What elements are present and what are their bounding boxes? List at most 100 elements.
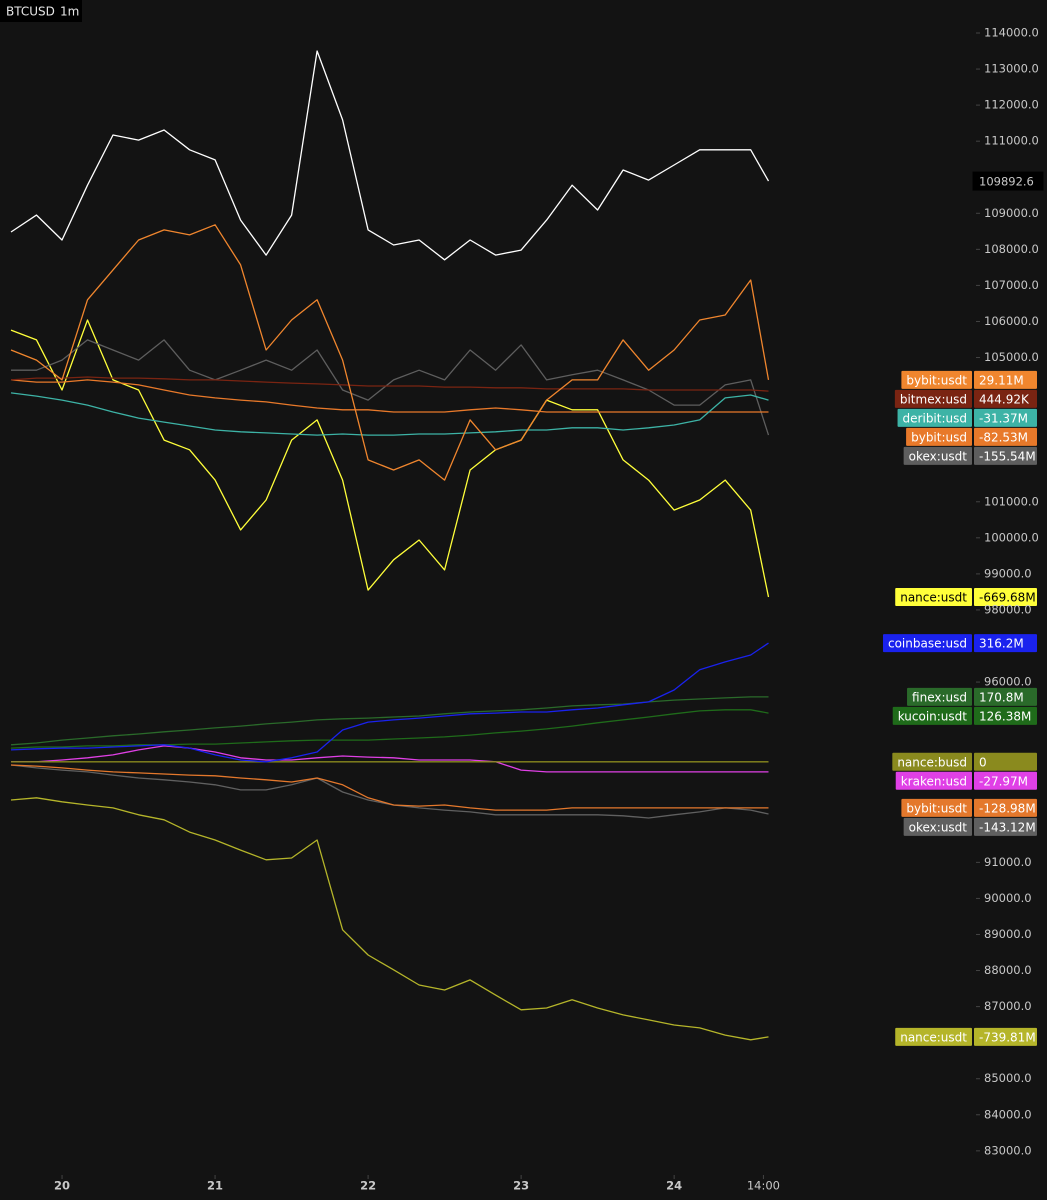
series-line	[10, 642, 769, 763]
tag-value-box	[974, 771, 1037, 790]
y-tick-label: 87000.0	[984, 999, 1032, 1013]
series-line	[10, 376, 769, 392]
tag-name: kraken:usd	[901, 774, 967, 788]
tag-value: -155.54M	[979, 449, 1036, 463]
tag-name: okex:usdt	[909, 820, 968, 834]
tag-value: 126.38M	[979, 709, 1031, 723]
tag-name-box	[895, 587, 972, 606]
series-line	[11, 745, 769, 773]
y-tick-label: 96000.0	[984, 675, 1032, 689]
y-tick-label: 107000.0	[984, 278, 1039, 292]
y-tick-label: 101000.0	[984, 494, 1039, 508]
y-tick-label: 84000.0	[984, 1107, 1032, 1121]
tag-value: -669.68M	[979, 590, 1036, 604]
tag-value-box	[974, 634, 1037, 653]
tag-value-box	[974, 798, 1037, 817]
tag-name: bitmex:usd	[900, 392, 967, 406]
tag-value-box	[974, 408, 1037, 427]
tag-value: -31.37M	[979, 411, 1028, 425]
tag-value: -128.98M	[979, 801, 1036, 815]
tag-name-box	[901, 370, 972, 389]
tag-value-box	[974, 370, 1037, 389]
tag-value: 170.8M	[979, 690, 1024, 704]
tag-value: -82.53M	[979, 430, 1028, 444]
tag-name-box	[901, 798, 972, 817]
tag-value-box	[974, 706, 1037, 725]
series-line	[10, 224, 770, 481]
x-tick-label: 22	[360, 1179, 376, 1193]
y-tick-label: 98000.0	[984, 602, 1032, 616]
tag-name-box	[894, 389, 972, 408]
y-tick-label: 114000.0	[984, 25, 1039, 39]
plot-area	[10, 50, 770, 1041]
tag-name: bybit:usd	[911, 430, 967, 444]
interval: 1m	[60, 5, 79, 19]
tag-value-box	[974, 587, 1037, 606]
tag-value-box	[974, 427, 1037, 446]
series-line	[10, 50, 770, 261]
tag-value-box	[974, 817, 1037, 836]
x-tick-label: 14:00	[747, 1179, 780, 1193]
y-tick-label: 90000.0	[984, 891, 1032, 905]
y-tick-label: 111000.0	[984, 134, 1039, 148]
tag-name: coinbase:usd	[888, 637, 967, 651]
x-tick-label: 21	[207, 1179, 223, 1193]
x-tick-label: 20	[54, 1179, 70, 1193]
series-line	[10, 319, 770, 598]
price-tag-label: 109892.6	[979, 175, 1034, 189]
tag-name-box	[895, 771, 972, 790]
tag-name-box	[882, 634, 972, 653]
tag-value: -27.97M	[979, 774, 1028, 788]
tag-value-box	[974, 1027, 1037, 1046]
tag-value: -143.12M	[979, 820, 1036, 834]
title-box	[0, 0, 82, 22]
chart-title: BTCUSD	[6, 5, 55, 19]
tag-name: finex:usd	[912, 690, 967, 704]
tag-value-box	[974, 687, 1037, 706]
x-tick-label: 23	[513, 1179, 529, 1193]
y-tick-label: 109000.0	[984, 206, 1039, 220]
series-line	[10, 392, 769, 436]
series-line	[10, 797, 769, 1041]
tag-value: 0	[979, 755, 987, 769]
series-line	[10, 709, 769, 749]
tag-name: okex:usdt	[909, 449, 968, 463]
tag-name-box	[895, 1027, 972, 1046]
tag-name-box	[892, 706, 972, 725]
tags: bybit:usdt 29.11M bitmex:usd 444.92K deribit…	[882, 370, 1037, 1046]
x-tick-label: 24	[666, 1179, 682, 1193]
tag-name: nance:busd	[897, 755, 967, 769]
tag-name: bybit:usdt	[906, 801, 967, 815]
tag-value-box	[974, 752, 1037, 771]
y-tick-label: 105000.0	[984, 350, 1039, 364]
y-tick-label: 89000.0	[984, 927, 1032, 941]
y-tick-label: 85000.0	[984, 1071, 1032, 1085]
tag-name: nance:usdt	[900, 1030, 967, 1044]
series-line	[10, 764, 769, 811]
tag-name-box	[897, 408, 972, 427]
tag-value-box	[974, 446, 1037, 465]
y-tick-label: 100000.0	[984, 530, 1039, 544]
y-tick-label: 106000.0	[984, 314, 1039, 328]
tag-value-box	[974, 389, 1037, 408]
tag-name-box	[906, 427, 972, 446]
y-tick-label: 88000.0	[984, 963, 1032, 977]
tag-name-box	[892, 752, 972, 771]
tag-value: -739.81M	[979, 1030, 1036, 1044]
tag-name-box	[907, 687, 972, 706]
series-line	[10, 379, 769, 413]
tag-name: bybit:usdt	[906, 373, 967, 387]
y-tick-label: 112000.0	[984, 98, 1039, 112]
y-tick-label: 83000.0	[984, 1143, 1032, 1157]
tag-name-box	[903, 446, 972, 465]
y-tick-label: 99000.0	[984, 566, 1032, 580]
y-tick-label: 108000.0	[984, 242, 1039, 256]
tag-name: deribit:usd	[903, 411, 967, 425]
tag-value: 316.2M	[979, 637, 1024, 651]
price-tag	[972, 171, 1044, 191]
tag-value: 444.92K	[979, 392, 1030, 406]
tag-name-box	[903, 817, 972, 836]
